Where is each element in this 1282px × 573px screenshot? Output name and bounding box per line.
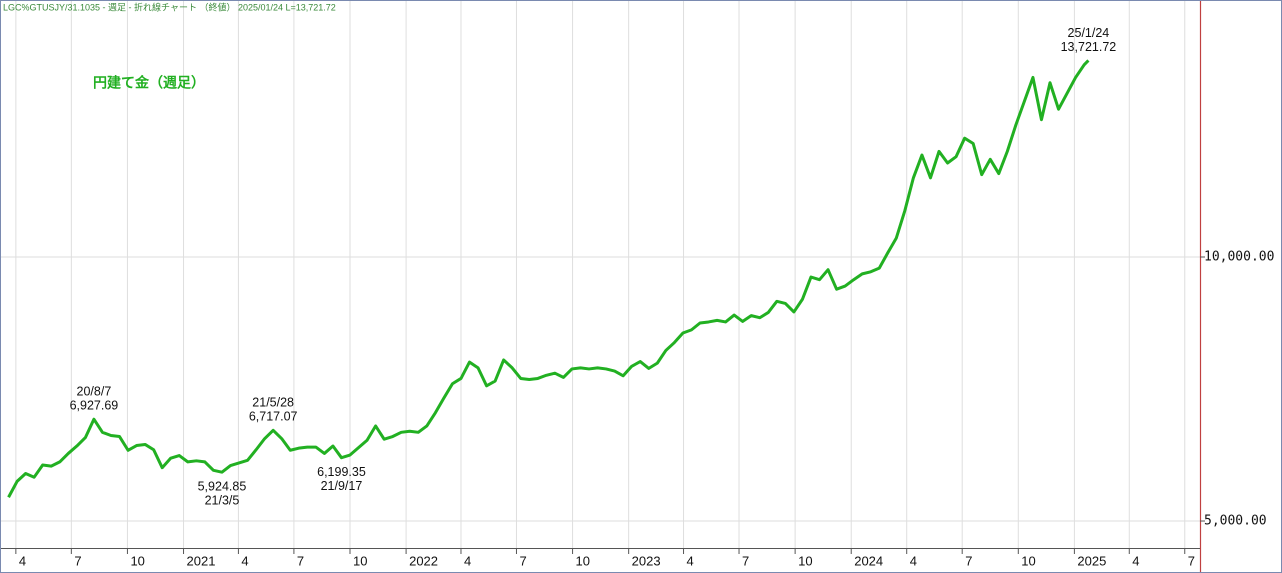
y-tick-label: 10,000.00 [1204, 249, 1274, 264]
annotation-label: 5,924.85 [198, 479, 247, 493]
x-tick-label: 10 [576, 553, 590, 568]
price-line [7, 59, 1090, 498]
chart-title: LGC%GTUSJY/31.1035 - 週足 - 折れ線チャート （終値） 2… [3, 1, 336, 12]
annotation-label: 6,927.69 [70, 399, 119, 413]
annotation-label: 25/1/24 [1068, 26, 1110, 40]
x-tick-label: 2022 [409, 553, 438, 568]
x-tick-label: 4 [910, 553, 917, 568]
x-tick-label: 10 [130, 553, 144, 568]
annotation-label: 21/9/17 [321, 479, 363, 493]
x-tick-label: 10 [353, 553, 367, 568]
x-tick-label: 2024 [854, 553, 883, 568]
x-tick-label: 4 [1132, 553, 1139, 568]
chart-subtitle: 円建て金（週足） [93, 75, 205, 91]
x-tick-label: 10 [798, 553, 812, 568]
x-tick-label: 4 [687, 553, 694, 568]
x-tick-label: 2023 [632, 553, 661, 568]
y-tick-label: 5,000.00 [1204, 514, 1267, 529]
x-tick-label: 4 [464, 553, 471, 568]
x-tick-label: 7 [297, 553, 304, 568]
x-tick-label: 2025 [1077, 553, 1106, 568]
grid [0, 0, 1200, 548]
annotation-label: 21/3/5 [205, 493, 240, 507]
x-tick-label: 7 [742, 553, 749, 568]
x-tick-label: 7 [74, 553, 81, 568]
x-tick-label: 4 [19, 553, 26, 568]
x-tick-label: 4 [241, 553, 248, 568]
annotation-label: 13,721.72 [1061, 40, 1117, 54]
x-tick-label: 7 [965, 553, 972, 568]
x-tick-label: 10 [1021, 553, 1035, 568]
annotation-label: 6,199.35 [317, 465, 366, 479]
annotation-label: 6,717.07 [249, 410, 298, 424]
x-tick-label: 2021 [187, 553, 216, 568]
x-tick-label: 7 [1188, 553, 1195, 568]
x-tick-label: 7 [519, 553, 526, 568]
annotation-label: 21/5/28 [252, 396, 294, 410]
annotation-label: 20/8/7 [77, 385, 112, 399]
